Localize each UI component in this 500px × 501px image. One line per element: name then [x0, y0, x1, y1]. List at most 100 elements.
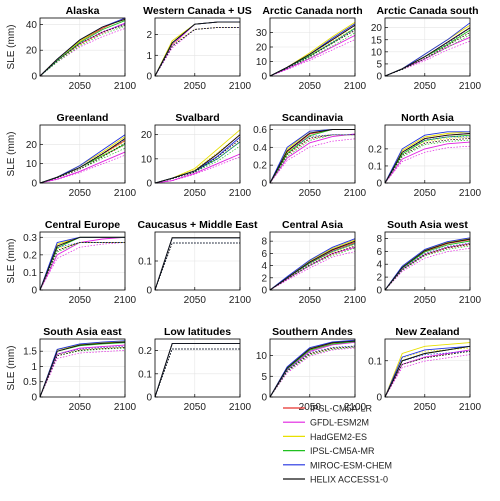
legend-entry: IPSL-CM5A-MR [310, 446, 375, 456]
x-tick-label: 2100 [344, 295, 367, 306]
series-line-dotted [269, 346, 356, 398]
panel-title: South Asia west [387, 219, 468, 231]
panel-2: 0 10 20 30 2050 2100 Arctic Canada north [256, 5, 367, 92]
series-line [39, 134, 126, 184]
y-tick-label: 8 [261, 237, 267, 248]
series-line [154, 237, 240, 291]
y-tick-label: 5 [261, 372, 267, 383]
series-line-dotted [384, 350, 471, 398]
series-line-dotted [39, 28, 126, 77]
panel-title: Central Europe [45, 219, 120, 231]
series-line [39, 341, 126, 398]
x-tick-label: 2050 [299, 402, 322, 413]
axes-frame [269, 124, 356, 184]
panel-9: 0 0.1 2050 2100 Caucasus + Middle East [138, 219, 258, 306]
y-tick-label: 10 [256, 57, 268, 68]
series-line [384, 27, 471, 77]
y-tick-label: 30 [256, 28, 268, 39]
series-line [269, 21, 356, 77]
series-line [384, 141, 471, 184]
panel-7: 0 0.1 0.2 2050 2100 North Asia [368, 112, 481, 199]
series-line [154, 237, 240, 291]
series-line-dotted [39, 346, 126, 398]
x-tick-label: 2050 [69, 81, 92, 92]
x-tick-label: 2050 [184, 295, 207, 306]
series-line-dotted [269, 347, 356, 398]
x-tick-label: 2050 [184, 188, 207, 199]
series-line [384, 345, 471, 398]
y-tick-label: 0.2 [368, 144, 382, 155]
x-tick-label: 2050 [184, 402, 207, 413]
series-line-dotted [269, 39, 356, 77]
series-line [384, 345, 471, 398]
series-line [269, 341, 356, 398]
series-line-dotted [269, 134, 355, 184]
x-tick-label: 2100 [114, 188, 137, 199]
y-tick-label: 0 [261, 286, 267, 297]
series-line-dotted [269, 243, 356, 291]
series-line [384, 345, 471, 398]
panel-title: Greenland [57, 112, 109, 124]
series-line [269, 34, 356, 77]
y-tick-label: 0 [261, 72, 267, 83]
x-tick-label: 2100 [114, 295, 137, 306]
series-line-dotted [39, 347, 126, 398]
series-line-dotted [384, 354, 471, 398]
y-tick-label: 0 [31, 286, 37, 297]
axes-frame [154, 124, 241, 184]
series-line-dotted [154, 139, 241, 184]
panel-title: South Asia east [43, 326, 122, 338]
x-tick-label: 2100 [114, 81, 137, 92]
series-line-dotted [39, 242, 125, 291]
series-line-dotted [154, 348, 240, 398]
x-tick-label: 2050 [414, 81, 437, 92]
series-line [384, 22, 471, 77]
panel-title: Svalbard [175, 112, 219, 124]
series-line [154, 21, 240, 77]
y-tick-label: 0.2 [138, 346, 152, 357]
x-tick-label: 2050 [414, 295, 437, 306]
y-tick-label: 0.4 [253, 143, 267, 154]
series-line [384, 237, 471, 291]
series-line [154, 343, 240, 398]
x-tick-label: 2100 [344, 188, 367, 199]
series-line-dotted [384, 243, 471, 291]
x-tick-label: 2050 [299, 81, 322, 92]
x-tick-label: 2050 [69, 295, 92, 306]
series-line-dotted [39, 242, 125, 291]
series-line-dotted [384, 350, 471, 398]
y-axis-label: SLE (mm) [6, 132, 17, 177]
series-line-dotted [39, 142, 126, 184]
y-axis-label: SLE (mm) [6, 346, 17, 391]
series-line [154, 237, 240, 291]
y-tick-label: 5 [376, 59, 382, 70]
series-line-dotted [269, 29, 356, 77]
y-tick-label: 8 [376, 234, 382, 245]
series-line [384, 134, 471, 184]
y-tick-label: 0 [261, 179, 267, 190]
axes-frame [39, 338, 126, 398]
series-line [39, 17, 126, 77]
panel-title: Arctic Canada south [376, 5, 478, 17]
x-tick-label: 2100 [344, 81, 367, 92]
y-tick-label: 6 [376, 247, 382, 258]
x-tick-label: 2100 [229, 188, 252, 199]
series-line-dotted [39, 242, 125, 291]
series-line [384, 131, 470, 184]
axes-frame [384, 124, 471, 184]
x-tick-label: 2050 [69, 402, 92, 413]
series-line [269, 241, 356, 291]
series-line-dotted [154, 156, 241, 184]
y-tick-label: 0 [261, 393, 267, 404]
series-line-dotted [39, 347, 126, 398]
axes-frame [39, 17, 126, 77]
panel-4: 0 10 20 2050 2100 Greenland SLE (mm) [6, 112, 137, 199]
series-line [384, 342, 471, 398]
y-tick-label: 1 [31, 362, 37, 373]
series-line [384, 239, 471, 291]
series-line-dotted [269, 346, 356, 398]
series-line [154, 343, 240, 398]
y-tick-label: 20 [371, 23, 383, 34]
